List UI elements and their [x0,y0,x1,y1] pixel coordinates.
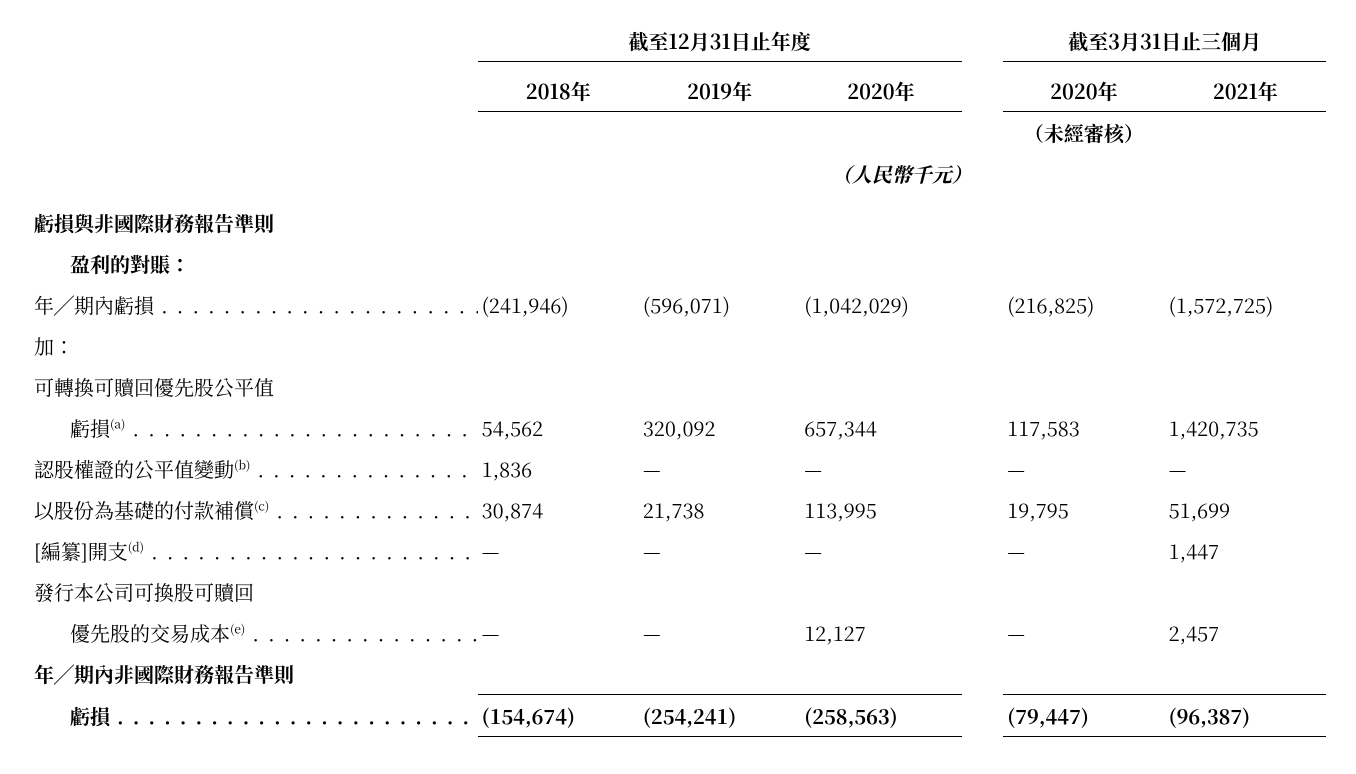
row-non-ifrs-line2: 虧損 (154,674) (254,241) (258,563) (79,447… [30,694,1326,736]
currency-unit-row: （人民幣千元） [30,153,1326,194]
period-header-row: 截至12月31日止年度 截至3月31日止三個月 [30,20,1326,62]
non-ifrs-2018: (154,674) [478,694,639,736]
unaudited-row: （未經審核） [30,112,1326,154]
sbc-label: 以股份為基礎的付款補償 [34,495,254,524]
loss-period-q2021: (1,572,725) [1165,284,1326,325]
warrants-q2020: — [1003,448,1164,489]
section-title-row1: 虧損與非國際財務報告準則 [30,202,1326,243]
col-2019: 2019年 [639,70,800,112]
sbc-note: (c) [254,497,269,514]
issue-cost-line2: 優先股的交易成本 [70,618,230,647]
col-q2020: 2020年 [1003,70,1164,112]
add-label: 加： [30,325,478,366]
issue-cost-line1: 發行本公司可換股可贖回 [30,571,478,612]
loss-period-label: 年╱期內虧損 [34,290,154,319]
fv-pref-line1: 可轉換可贖回優先股公平值 [30,366,478,407]
col-q2021: 2021年 [1165,70,1326,112]
sbc-q2021: 51,699 [1165,489,1326,530]
issue-cost-q2021: 2,457 [1165,612,1326,653]
row-sbc: 以股份為基礎的付款補償(c) 30,874 21,738 113,995 19,… [30,489,1326,530]
non-ifrs-q2021: (96,387) [1165,694,1326,736]
non-ifrs-line1: 年╱期內非國際財務報告準則 [30,653,478,694]
redacted-label: [編纂]開支 [34,536,128,565]
currency-unit: （人民幣千元） [478,153,1326,194]
row-issue-cost-line2: 優先股的交易成本(e) — — 12,127 — 2,457 [30,612,1326,653]
row-non-ifrs-line1: 年╱期內非國際財務報告準則 [30,653,1326,694]
redacted-q2020: — [1003,530,1164,571]
warrants-2018: 1,836 [478,448,639,489]
non-ifrs-2019: (254,241) [639,694,800,736]
fv-pref-q2020: 117,583 [1003,407,1164,448]
redacted-2018: — [478,530,639,571]
col-2020: 2020年 [800,70,961,112]
fv-pref-q2021: 1,420,735 [1165,407,1326,448]
period1-title: 截至12月31日止年度 [478,20,962,62]
warrants-q2021: — [1165,448,1326,489]
redacted-2020: — [800,530,961,571]
loss-period-2020: (1,042,029) [800,284,961,325]
non-ifrs-2020: (258,563) [800,694,961,736]
fv-pref-2020: 657,344 [800,407,961,448]
col-2018: 2018年 [478,70,639,112]
row-fv-pref-line1: 可轉換可贖回優先股公平值 [30,366,1326,407]
warrants-2019: — [639,448,800,489]
fv-pref-line2: 虧損 [70,413,110,442]
warrants-label: 認股權證的公平值變動 [34,454,234,483]
fv-pref-2019: 320,092 [639,407,800,448]
row-issue-cost-line1: 發行本公司可換股可贖回 [30,571,1326,612]
issue-cost-2020: 12,127 [800,612,961,653]
row-fv-pref-line2: 虧損(a) 54,562 320,092 657,344 117,583 1,4… [30,407,1326,448]
fv-pref-note: (a) [110,415,125,432]
issue-cost-2018: — [478,612,639,653]
sbc-2018: 30,874 [478,489,639,530]
unaudited-label: （未經審核） [1003,112,1164,154]
issue-cost-note: (e) [230,620,245,637]
issue-cost-2019: — [639,612,800,653]
financial-table: 截至12月31日止年度 截至3月31日止三個月 2018年 2019年 2020… [30,20,1326,737]
row-add: 加： [30,325,1326,366]
section-title-line2: 盈利的對賬： [30,243,478,284]
loss-period-q2020: (216,825) [1003,284,1164,325]
year-header-row: 2018年 2019年 2020年 2020年 2021年 [30,70,1326,112]
row-warrants: 認股權證的公平值變動(b) 1,836 — — — — [30,448,1326,489]
row-redacted: [編纂]開支(d) — — — — 1,447 [30,530,1326,571]
period2-title: 截至3月31日止三個月 [1003,20,1326,62]
redacted-note: (d) [128,538,144,555]
section-title-line1: 虧損與非國際財務報告準則 [30,202,478,243]
loss-period-2019: (596,071) [639,284,800,325]
sbc-2019: 21,738 [639,489,800,530]
sbc-q2020: 19,795 [1003,489,1164,530]
section-title-row2: 盈利的對賬： [30,243,1326,284]
row-loss-period: 年╱期內虧損 (241,946) (596,071) (1,042,029) (… [30,284,1326,325]
fv-pref-2018: 54,562 [478,407,639,448]
sbc-2020: 113,995 [800,489,961,530]
warrants-2020: — [800,448,961,489]
non-ifrs-line2: 虧損 [70,701,110,730]
non-ifrs-q2020: (79,447) [1003,694,1164,736]
warrants-note: (b) [234,456,250,473]
redacted-q2021: 1,447 [1165,530,1326,571]
loss-period-2018: (241,946) [478,284,639,325]
issue-cost-q2020: — [1003,612,1164,653]
redacted-2019: — [639,530,800,571]
